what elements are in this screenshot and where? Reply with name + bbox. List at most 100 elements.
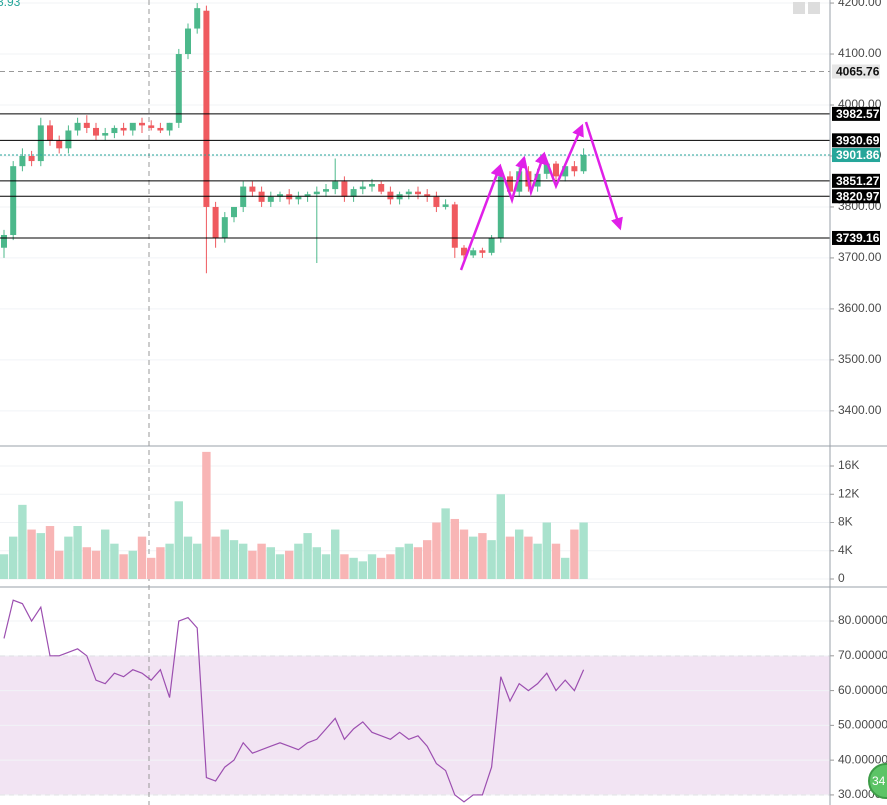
volume-bar: [542, 522, 551, 579]
volume-bar: [321, 554, 331, 579]
volume-bar: [128, 550, 137, 579]
level-label-box: [832, 133, 880, 148]
candle-body: [442, 204, 449, 207]
candle-body: [83, 122, 90, 128]
candle-body: [313, 191, 320, 195]
y-tick-label: 80.00000: [838, 613, 887, 627]
volume-bar: [515, 529, 524, 579]
volume-bar: [377, 557, 386, 579]
volume-bar: [211, 536, 220, 579]
y-tick-label: 4100.00: [838, 46, 882, 60]
volume-bar: [266, 547, 275, 579]
volume-bar: [561, 557, 570, 579]
volume-bar: [275, 554, 285, 579]
candle-body: [47, 125, 53, 141]
candle-body: [203, 10, 210, 207]
scale-button: [808, 2, 820, 14]
volume-bar: [358, 561, 367, 579]
volume-bar: [18, 504, 27, 579]
y-tick-label: 8K: [838, 515, 853, 529]
volume-bar: [551, 543, 561, 579]
candle-body: [185, 28, 191, 55]
candle-body: [543, 163, 550, 174]
candle-body: [231, 206, 237, 218]
volume-bar: [285, 550, 294, 579]
candle-body: [451, 204, 458, 248]
volume-bar: [303, 533, 312, 579]
badge-circle: [868, 763, 887, 799]
volume-bar: [349, 557, 358, 579]
volume-bar: [156, 547, 165, 579]
badge-text: 34: [872, 774, 886, 788]
level-label: 3851.27: [836, 174, 880, 188]
volume-bar: [9, 536, 18, 579]
level-label: 3901.86: [836, 148, 880, 162]
volume-bar: [459, 529, 469, 579]
plot: [0, 3, 830, 803]
candle-body: [120, 127, 127, 131]
badge: 34: [868, 763, 887, 799]
volume-bar: [487, 540, 496, 579]
candle-body: [111, 127, 118, 134]
candle-body: [461, 247, 467, 256]
candle-body: [304, 194, 311, 197]
y-tick-label: 3600.00: [838, 301, 882, 315]
candle-body: [166, 122, 173, 131]
level-label-box: [832, 173, 880, 188]
volume-bar: [147, 557, 156, 579]
level-label-box: [832, 230, 880, 245]
volume-bar: [183, 536, 193, 579]
arrow: [498, 155, 528, 205]
volume-bar: [395, 547, 404, 579]
candle-body: [139, 122, 145, 126]
candle-body: [332, 181, 339, 190]
candle-body: [221, 217, 228, 238]
candle-body: [1, 234, 7, 248]
candle-body: [323, 189, 329, 192]
y-tick-label: 3700.00: [838, 250, 882, 264]
volume-bar: [27, 529, 36, 579]
y-tick-label: 3400.00: [838, 403, 882, 417]
y-tick-label: 3500.00: [838, 352, 882, 366]
volume-bar: [248, 550, 257, 579]
y-tick-label: 16K: [838, 458, 859, 472]
candle-body: [74, 122, 81, 131]
scale-button: [793, 2, 805, 14]
candle-body: [378, 184, 385, 192]
candle-body: [350, 189, 357, 197]
candle-body: [488, 237, 495, 253]
volume-bar: [367, 554, 377, 579]
volume-bar: [36, 533, 45, 579]
candle-body: [562, 166, 569, 177]
y-tick-label: 70.00000: [838, 648, 887, 662]
candle-body: [175, 54, 182, 123]
candle-body: [369, 184, 375, 187]
y-tick-label: 0: [838, 571, 845, 585]
volume-bar: [386, 554, 395, 579]
candle-body: [148, 125, 155, 128]
candle-body: [129, 122, 136, 131]
volume-bar: [294, 543, 303, 579]
candle-body: [295, 196, 302, 200]
volume-bar: [331, 529, 340, 579]
candle-body: [433, 196, 440, 207]
volume-bar: [0, 554, 9, 579]
level-label-box: [832, 148, 880, 163]
rsi-line: [3, 599, 585, 803]
candle-body: [415, 191, 421, 195]
level-label: 3982.57: [836, 107, 880, 121]
candle-body: [19, 155, 26, 167]
drawings: [459, 121, 623, 271]
candle-body: [405, 191, 412, 195]
volume-bar: [239, 543, 248, 579]
candle-body: [102, 133, 109, 136]
y-tick-label: 60.00000: [838, 683, 887, 697]
volume-bar: [257, 543, 266, 579]
volume-bar: [82, 547, 91, 579]
volume-bar: [119, 554, 128, 579]
volume-bar: [193, 543, 202, 579]
volume-bar: [340, 554, 349, 579]
candle-body: [534, 173, 541, 187]
